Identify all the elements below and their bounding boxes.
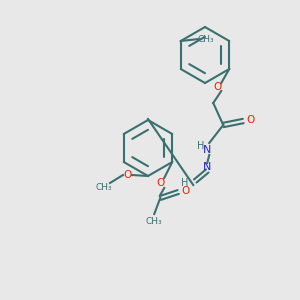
Text: N: N xyxy=(203,145,212,155)
Text: O: O xyxy=(123,170,131,180)
Text: CH₃: CH₃ xyxy=(146,218,163,226)
Text: CH₃: CH₃ xyxy=(197,34,214,43)
Text: CH₃: CH₃ xyxy=(96,182,112,191)
Text: O: O xyxy=(213,82,221,92)
Text: N: N xyxy=(203,162,212,172)
Text: O: O xyxy=(156,178,164,188)
Text: O: O xyxy=(181,186,189,196)
Text: H: H xyxy=(181,178,188,188)
Text: O: O xyxy=(246,115,254,125)
Text: H: H xyxy=(196,141,204,151)
